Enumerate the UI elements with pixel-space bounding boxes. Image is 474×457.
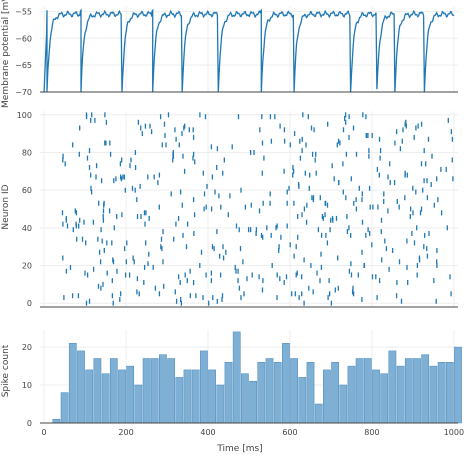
- histogram-bars: [52, 331, 462, 424]
- raster-y-axis-label: Neuron ID: [1, 184, 11, 229]
- histogram-bar: [118, 369, 126, 424]
- histogram-bar: [454, 346, 462, 424]
- raster-y-tick: 40: [22, 224, 32, 233]
- histogram-y-tick: 0: [27, 419, 32, 428]
- histogram-bar: [183, 369, 192, 424]
- histogram-bar: [388, 350, 397, 424]
- histogram-bar: [306, 362, 315, 424]
- x-tick-label: 200: [118, 428, 133, 437]
- histogram-panel: Spike count Time [ms]: [1, 331, 462, 454]
- x-tick-label: 0: [42, 428, 47, 437]
- histogram-bar: [298, 377, 307, 424]
- histogram-bar: [445, 362, 454, 424]
- membrane-y-tick: −65: [15, 61, 32, 70]
- histogram-bar: [339, 384, 348, 424]
- histogram-bar: [429, 365, 438, 424]
- raster-y-tick: 80: [22, 148, 32, 157]
- x-tick-label: 400: [200, 428, 215, 437]
- histogram-bar: [437, 362, 446, 424]
- histogram-y-axis-label: Spike count: [1, 344, 11, 397]
- histogram-bar: [191, 369, 200, 424]
- histogram-bar: [347, 365, 356, 424]
- histogram-bar: [257, 362, 266, 424]
- histogram-bar: [380, 373, 389, 424]
- histogram-bar: [224, 362, 233, 424]
- histogram-bar: [134, 384, 143, 424]
- histogram-bar: [167, 358, 175, 424]
- histogram-bar: [396, 365, 405, 424]
- histogram-bar: [413, 358, 421, 424]
- raster-panel: Neuron ID: [1, 112, 458, 308]
- raster-marks: [61, 112, 454, 306]
- x-tick-label: 1000: [444, 428, 464, 437]
- histogram-bar: [265, 358, 274, 424]
- histogram-bar: [60, 392, 69, 424]
- histogram-bar: [142, 358, 151, 424]
- histogram-bar: [363, 358, 372, 424]
- histogram-bar: [126, 365, 135, 424]
- histogram-bar: [101, 373, 110, 424]
- raster-y-tick: 20: [22, 262, 32, 271]
- histogram-bar: [355, 358, 364, 424]
- raster-y-tick: 100: [17, 111, 32, 120]
- histogram-x-axis-label: Time [ms]: [216, 444, 262, 454]
- histogram-bar: [323, 369, 331, 424]
- histogram-bar: [282, 343, 290, 424]
- histogram-y-tick: 20: [22, 343, 32, 352]
- histogram-bar: [421, 354, 430, 424]
- histogram-bar: [372, 369, 380, 424]
- membrane-y-tick: −70: [15, 88, 32, 97]
- histogram-bar: [208, 369, 216, 424]
- raster-y-tick: 60: [22, 186, 32, 195]
- histogram-bar: [175, 377, 184, 424]
- histogram-bar: [290, 358, 298, 424]
- membrane-y-axis-label: Membrane potential [mV]: [1, 0, 11, 108]
- histogram-bar: [77, 350, 85, 424]
- histogram-bar: [404, 358, 413, 424]
- histogram-bar: [232, 331, 241, 424]
- x-tick-label: 800: [364, 428, 379, 437]
- membrane-y-tick: −60: [15, 34, 32, 43]
- histogram-bar: [249, 380, 257, 424]
- histogram-bar: [150, 358, 159, 424]
- histogram-bar: [52, 418, 61, 424]
- raster-y-tick: 0: [27, 299, 32, 308]
- x-tick-label: 600: [282, 428, 297, 437]
- histogram-bar: [216, 384, 225, 424]
- histogram-bar: [200, 350, 208, 424]
- membrane-y-tick: −55: [15, 7, 32, 16]
- histogram-bar: [68, 343, 77, 424]
- histogram-bar: [85, 369, 94, 424]
- histogram-bar: [314, 403, 323, 424]
- histogram-y-tick: 10: [22, 381, 32, 390]
- histogram-bar: [273, 362, 282, 424]
- histogram-bar: [159, 354, 167, 424]
- histogram-bar: [109, 358, 118, 424]
- histogram-bar: [241, 373, 249, 424]
- membrane-potential-panel: Membrane potential [mV]: [1, 0, 458, 108]
- membrane-potential-trace: [43, 8, 455, 93]
- histogram-bar: [93, 358, 102, 424]
- histogram-bar: [331, 362, 339, 424]
